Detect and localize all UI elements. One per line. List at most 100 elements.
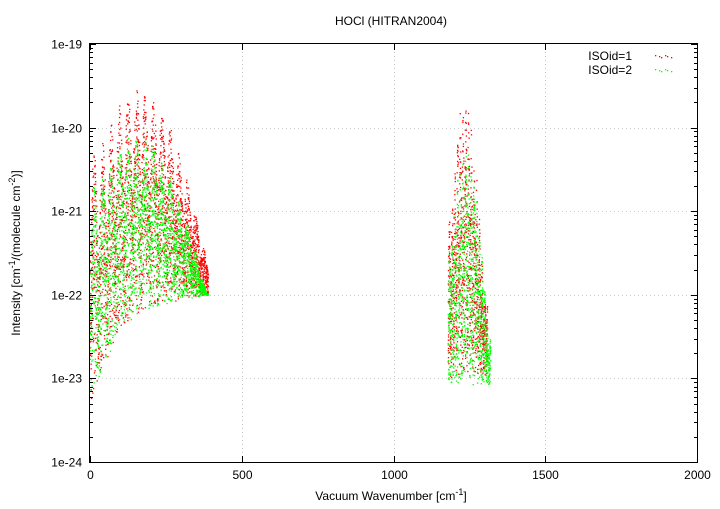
data-point xyxy=(99,237,100,238)
data-point xyxy=(161,287,162,288)
data-point xyxy=(99,313,100,314)
data-point xyxy=(139,275,140,276)
data-point xyxy=(122,201,123,202)
data-point xyxy=(187,223,188,224)
data-point xyxy=(120,205,121,206)
data-point xyxy=(144,283,145,284)
data-point xyxy=(459,159,460,160)
data-point xyxy=(150,193,151,194)
data-point xyxy=(456,288,457,289)
data-point xyxy=(124,306,125,307)
data-point xyxy=(161,139,162,140)
data-point xyxy=(110,196,111,197)
data-point xyxy=(119,289,120,290)
data-point xyxy=(142,225,143,226)
data-point xyxy=(142,270,143,271)
data-point xyxy=(136,187,137,188)
data-point xyxy=(116,248,117,249)
data-point xyxy=(458,162,459,163)
data-point xyxy=(108,284,109,285)
data-point xyxy=(147,221,148,222)
data-point xyxy=(465,267,466,268)
data-point xyxy=(98,262,99,263)
data-point xyxy=(186,180,187,181)
data-point xyxy=(204,269,205,270)
data-point xyxy=(204,250,205,251)
data-point xyxy=(94,165,95,166)
data-point xyxy=(128,287,129,288)
data-point xyxy=(108,220,109,221)
data-point xyxy=(198,244,199,245)
data-point xyxy=(113,296,114,297)
data-point xyxy=(186,212,187,213)
data-point xyxy=(466,217,467,218)
data-point xyxy=(135,199,136,200)
data-point xyxy=(129,111,130,112)
data-point xyxy=(138,217,139,218)
data-point xyxy=(134,238,135,239)
data-point xyxy=(106,303,107,304)
data-point xyxy=(487,308,488,309)
data-point xyxy=(111,220,112,221)
data-point xyxy=(120,297,121,298)
data-point xyxy=(144,206,145,207)
data-point xyxy=(99,228,100,229)
data-point xyxy=(463,235,464,236)
data-point xyxy=(129,274,130,275)
data-point xyxy=(91,355,92,356)
data-point xyxy=(163,232,164,233)
data-point xyxy=(469,294,470,295)
data-point xyxy=(93,215,94,216)
data-point xyxy=(139,307,140,308)
data-point xyxy=(116,214,117,215)
data-point xyxy=(466,196,467,197)
data-point xyxy=(466,129,467,130)
data-point xyxy=(468,124,469,125)
data-point xyxy=(120,208,121,209)
data-point xyxy=(138,222,139,223)
data-point xyxy=(120,269,121,270)
data-point xyxy=(112,276,113,277)
data-point xyxy=(149,194,150,195)
data-point xyxy=(114,326,115,327)
data-point xyxy=(169,173,170,174)
data-point xyxy=(175,199,176,200)
data-point xyxy=(171,130,172,131)
data-point xyxy=(134,149,135,150)
data-point xyxy=(164,156,165,157)
data-point xyxy=(448,334,449,335)
data-point xyxy=(148,209,149,210)
data-point xyxy=(137,125,138,126)
data-point xyxy=(117,147,118,148)
data-point xyxy=(120,177,121,178)
data-point xyxy=(122,238,123,239)
data-point xyxy=(197,231,198,232)
data-point xyxy=(99,247,100,248)
data-point xyxy=(124,273,125,274)
data-point xyxy=(95,224,96,225)
data-point xyxy=(102,204,103,205)
data-point xyxy=(117,194,118,195)
data-point xyxy=(465,112,466,113)
data-point xyxy=(462,259,463,260)
data-point xyxy=(95,255,96,256)
data-point xyxy=(108,211,109,212)
data-point xyxy=(448,340,449,341)
data-point xyxy=(134,121,135,122)
data-point xyxy=(104,257,105,258)
data-point xyxy=(152,120,153,121)
data-point xyxy=(106,242,107,243)
data-point xyxy=(144,114,145,115)
data-point xyxy=(476,242,477,243)
data-point xyxy=(128,296,129,297)
data-point xyxy=(94,370,95,371)
data-point xyxy=(191,227,192,228)
data-point xyxy=(142,308,143,309)
data-point xyxy=(164,287,165,288)
data-point xyxy=(462,290,463,291)
data-point xyxy=(182,208,183,209)
data-point xyxy=(112,283,113,284)
data-point xyxy=(175,289,176,290)
data-point xyxy=(114,284,115,285)
data-point xyxy=(107,262,108,263)
